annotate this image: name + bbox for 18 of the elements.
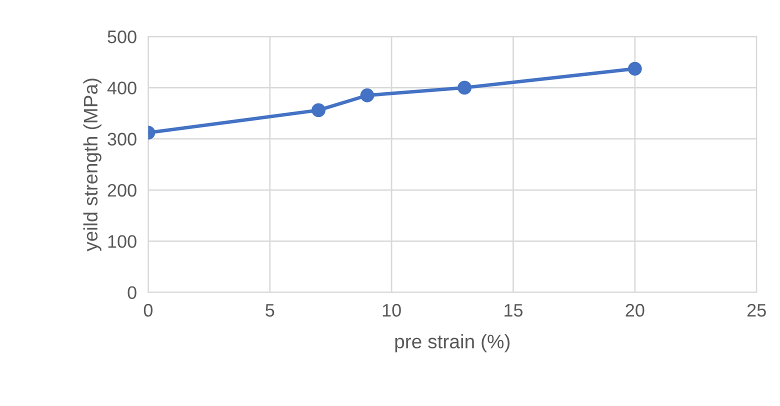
point bbox=[360, 88, 374, 102]
x-tick-label: 15 bbox=[504, 304, 523, 317]
point bbox=[312, 103, 326, 118]
x-axis-title: pre strain (%) bbox=[395, 334, 510, 352]
point bbox=[628, 62, 642, 76]
y-tick-label: 200 bbox=[108, 184, 136, 197]
point bbox=[458, 80, 472, 95]
y-tick-label: 300 bbox=[108, 132, 136, 146]
y-axis-title: yeild strength (MPa) bbox=[83, 78, 102, 252]
x-tick-label: 20 bbox=[626, 304, 644, 317]
y-tick-label: 400 bbox=[107, 82, 136, 94]
x-tick-label: 0 bbox=[144, 304, 153, 317]
y-tick-label: 100 bbox=[108, 235, 136, 248]
y-tick-label: 0 bbox=[128, 286, 136, 300]
x-tick-label: 25 bbox=[747, 304, 766, 317]
x-tick-label: 5 bbox=[266, 304, 274, 317]
y-tick-label: 500 bbox=[108, 30, 136, 44]
x-tick-label: 10 bbox=[382, 304, 401, 317]
